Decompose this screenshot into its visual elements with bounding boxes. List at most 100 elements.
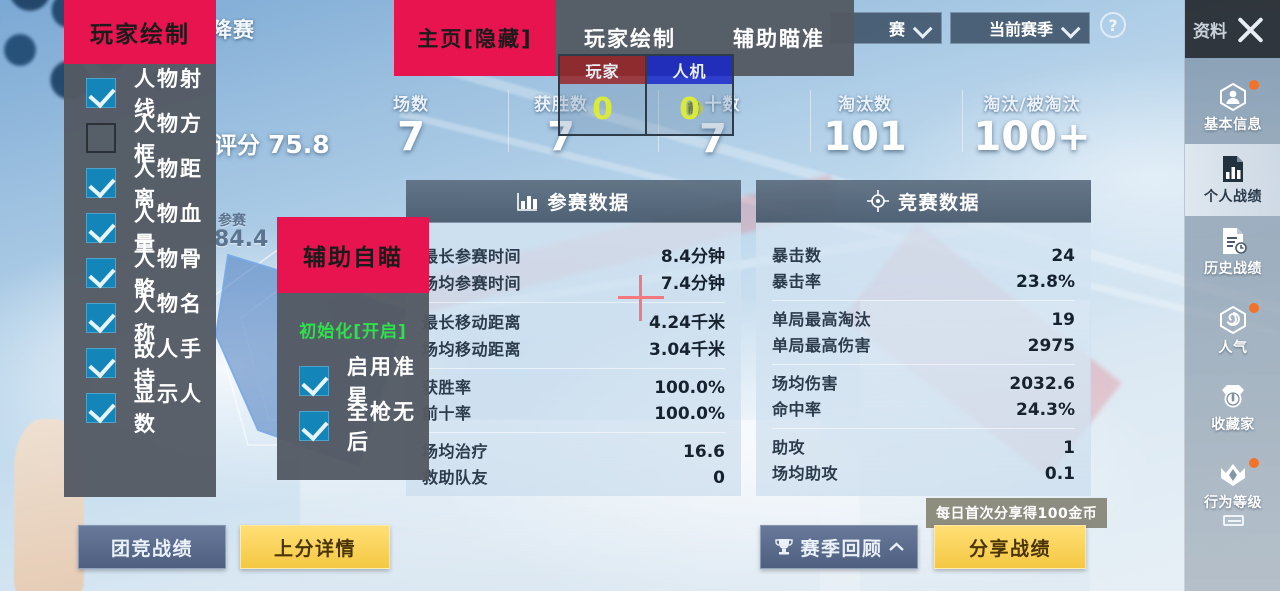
overlay-option-row[interactable]: 显示人数 <box>64 382 216 436</box>
overlay-aim-status: 初始化[开启] <box>299 322 407 342</box>
panel-body: 最长参赛时间 8.4分钟 场均参赛时间 7.4分钟 最长移动距离 4.24千米 场均移… <box>406 223 741 496</box>
chart-doc-icon <box>1223 156 1243 182</box>
team-record-button[interactable]: 团竞战绩 <box>78 525 226 569</box>
checkbox-checked-icon[interactable] <box>86 347 116 378</box>
sidebar-item-collector[interactable]: 收藏家 <box>1185 372 1280 444</box>
share-record-label: 分享战绩 <box>968 537 1051 560</box>
chevron-down-icon <box>1063 24 1077 33</box>
radar-axis-label: 参赛 <box>218 213 246 229</box>
rank-detail-button[interactable]: 上分详情 <box>240 525 390 569</box>
overlay-option-label: 人物名称 <box>134 291 203 346</box>
stat-label: 获胜数 <box>534 95 588 115</box>
overlay-option-label: 人物骨骼 <box>134 246 203 301</box>
checkbox-unchecked-icon[interactable] <box>86 122 116 153</box>
more-icon[interactable] <box>1223 515 1244 526</box>
counter-player-value: 0 <box>560 84 645 134</box>
close-x-icon[interactable] <box>1230 9 1270 49</box>
stat-row: 前十率 100.0% <box>422 404 725 424</box>
notification-dot <box>1249 80 1259 90</box>
stat-value: 101 <box>823 114 907 160</box>
sidebar-item-behavior-level[interactable]: 行为等级 <box>1185 450 1280 522</box>
stat-row: 场均移动距离 3.04千米 <box>422 340 725 360</box>
sidebar-header: 资料 <box>1185 0 1280 58</box>
stat-row: 场均参赛时间 7.4分钟 <box>422 274 725 294</box>
stat-group: 场均伤害 2032.6 命中率 24.3% <box>772 365 1075 429</box>
season-dropdown[interactable]: 当前赛季 <box>950 12 1090 44</box>
stat-row: 助攻 1 <box>772 438 1075 458</box>
counter-bot-value: 0 <box>647 84 732 134</box>
overlay-tab-player-draw[interactable]: 玩家绘制 <box>584 27 676 51</box>
overlay-option-row[interactable]: 人物距离 <box>64 157 216 211</box>
panel-title: 竞赛数据 <box>897 191 980 214</box>
checkbox-checked-icon[interactable] <box>299 365 329 396</box>
checkbox-checked-icon[interactable] <box>86 392 116 423</box>
overlay-option-label: 人物射线 <box>134 66 203 121</box>
checkbox-checked-icon[interactable] <box>299 410 329 441</box>
sidebar-item-label: 人气 <box>1218 340 1248 356</box>
overlay-option-row[interactable]: 人物方框 <box>64 112 216 166</box>
overlay-tab-home[interactable]: 主页[隐藏] <box>394 0 556 76</box>
rating-value: 75.8 <box>268 130 330 159</box>
overlay-option-row[interactable]: 启用准星 <box>277 355 429 409</box>
panel-title: 参赛数据 <box>547 191 630 214</box>
sidebar-item-history-record[interactable]: 历史战绩 <box>1185 216 1280 288</box>
checkbox-checked-icon[interactable] <box>86 302 116 333</box>
overlay-option-row[interactable]: 人物名称 <box>64 292 216 346</box>
profile-sidebar: 资料 基本信息 个人战绩 历史战绩 <box>1184 0 1280 591</box>
stat-kd: 淘汰/被淘汰 100+ <box>952 90 1112 160</box>
overlay-option-row[interactable]: 人物血量 <box>64 202 216 256</box>
help-icon[interactable]: ? <box>1100 12 1126 38</box>
crosshair-icon <box>618 275 664 321</box>
overlay-option-row[interactable]: 人物射线 <box>64 67 216 121</box>
checkbox-checked-icon[interactable] <box>86 77 116 108</box>
season-dropdown-value: 当前赛季 <box>988 20 1053 39</box>
coin-icon: 前 <box>685 100 703 117</box>
stat-value: 100+ <box>973 114 1091 160</box>
sidebar-item-popularity[interactable]: 人气 <box>1185 295 1280 367</box>
counter-bot-column: 人机 0 <box>645 56 732 134</box>
overlay-option-row[interactable]: 全枪无后 <box>277 400 429 454</box>
stat-group: 助攻 1 场均助攻 0.1 <box>772 429 1075 492</box>
stat-value: 7 <box>397 114 425 160</box>
notification-dot <box>1249 458 1259 468</box>
share-reward-tooltip: 每日首次分享得100金币 <box>926 498 1108 536</box>
checkbox-checked-icon[interactable] <box>86 167 116 198</box>
mode-title: 降赛 <box>211 18 255 42</box>
sidebar-item-label: 历史战绩 <box>1204 261 1262 277</box>
stat-group: 场均治疗 16.6 救助队友 0 <box>422 433 725 496</box>
overlay-draw-title: 玩家绘制 <box>64 0 216 64</box>
overlay-aim-options: 初始化[开启] 启用准星 全枪无后 <box>277 293 429 480</box>
overlay-option-row[interactable]: 敌人手持 <box>64 337 216 391</box>
match-data-panel: 参赛数据 最长参赛时间 8.4分钟 场均参赛时间 7.4分钟 最长移动距离 4.24千… <box>406 180 741 496</box>
stat-row: 最长移动距离 4.24千米 <box>422 313 725 333</box>
rose-hex-icon <box>1220 305 1246 335</box>
sidebar-item-label: 基本信息 <box>1204 117 1262 133</box>
rating-label: 评分 <box>214 133 260 159</box>
stat-row: 救助队友 0 <box>422 468 725 488</box>
season-review-button[interactable]: 赛季回顾 <box>760 525 918 569</box>
stat-kills: 淘汰数 101 <box>800 90 930 160</box>
stat-value: 7 <box>699 116 727 162</box>
stat-top10: 前十数 7 <box>648 90 778 162</box>
history-doc-icon <box>1223 228 1247 254</box>
stat-row: 单局最高淘汰 19 <box>772 310 1075 330</box>
checkbox-checked-icon[interactable] <box>86 257 116 288</box>
profile-hex-icon <box>1220 82 1246 112</box>
medal-icon <box>1222 385 1244 408</box>
overlay-option-row[interactable]: 人物骨骼 <box>64 247 216 301</box>
sidebar-item-basic-info[interactable]: 基本信息 <box>1185 72 1280 144</box>
mode-dropdown-value: 赛 <box>888 20 905 39</box>
counter-bot-label: 人机 <box>647 56 732 84</box>
overlay-tab-aim-assist[interactable]: 辅助瞄准 <box>733 27 825 51</box>
checkbox-checked-icon[interactable] <box>86 212 116 243</box>
panel-body: 暴击数 24 暴击率 23.8% 单局最高淘汰 19 单局最高伤害 2975 场均伤害 2… <box>756 223 1091 496</box>
sidebar-item-personal-record[interactable]: 个人战绩 <box>1185 144 1280 216</box>
chevron-down-icon <box>915 24 929 33</box>
stat-group: 暴击数 24 暴击率 23.8% <box>772 237 1075 301</box>
panel-header: 竞赛数据 <box>756 180 1091 223</box>
stat-row: 暴击数 24 <box>772 246 1075 266</box>
overlay-draw-options: 人物射线 人物方框 人物距离 人物血量 人物骨骼 人物名称 敌人手持 显示人数 <box>64 64 216 497</box>
share-record-button[interactable]: 分享战绩 <box>934 525 1086 569</box>
stat-label: 场数 <box>393 95 429 115</box>
bar-chart-icon <box>517 192 538 211</box>
